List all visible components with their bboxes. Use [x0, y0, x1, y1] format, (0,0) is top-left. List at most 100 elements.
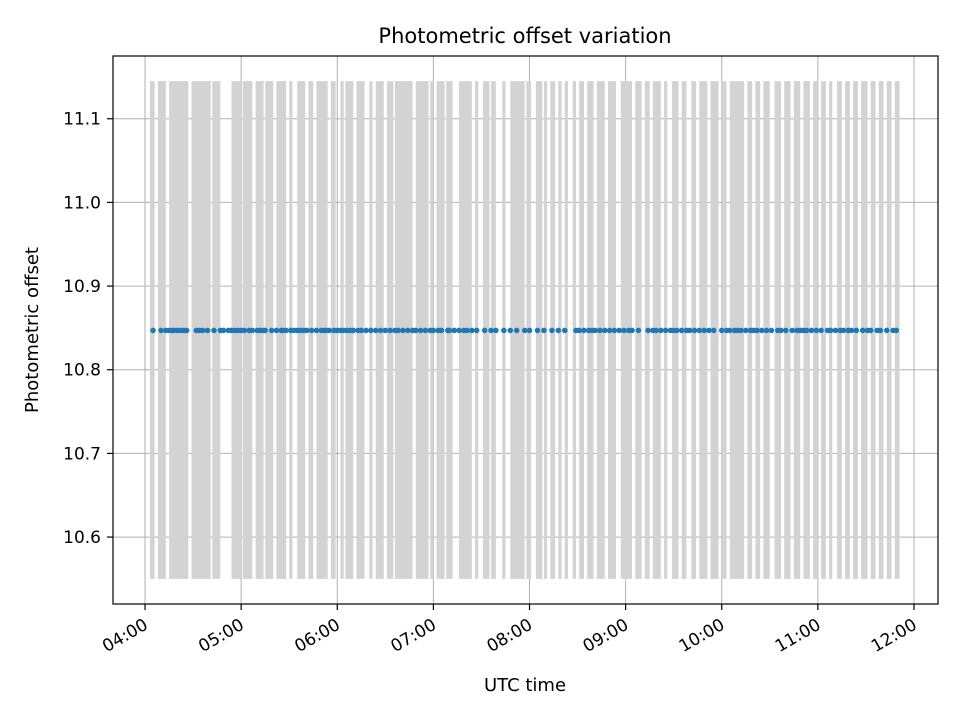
data-point	[853, 327, 860, 334]
data-point	[377, 327, 384, 334]
data-point	[859, 327, 866, 334]
chart-title: Photometric offset variation	[378, 24, 671, 48]
data-point	[726, 327, 733, 334]
data-point	[438, 327, 445, 334]
y-tick-label: 11.1	[63, 110, 101, 130]
y-tick-label: 10.9	[63, 277, 101, 297]
data-point	[513, 327, 520, 334]
data-point	[678, 327, 685, 334]
data-point	[350, 327, 357, 334]
y-tick-label: 11.0	[63, 193, 101, 213]
data-point	[686, 327, 693, 334]
y-tick-label: 10.8	[63, 361, 101, 381]
data-point	[199, 327, 206, 334]
data-point	[629, 327, 635, 334]
data-point	[555, 327, 562, 334]
data-point	[395, 327, 401, 334]
data-point	[387, 327, 393, 334]
data-point	[211, 327, 217, 334]
data-point	[404, 327, 411, 334]
data-point	[464, 327, 470, 334]
data-point	[358, 327, 365, 334]
data-point	[803, 327, 810, 334]
data-point	[304, 327, 310, 334]
data-point	[521, 327, 528, 334]
data-point	[249, 327, 256, 334]
data-point	[150, 327, 156, 334]
data-point	[204, 327, 211, 334]
data-point	[606, 327, 613, 334]
data-point	[662, 327, 669, 334]
data-point	[597, 327, 603, 334]
plot-frame	[112, 55, 939, 605]
y-axis-ticks: 10.6 10.7 10.8 10.9 11.0 11.1	[63, 110, 113, 548]
data-point	[268, 327, 275, 334]
data-point	[412, 327, 419, 334]
data-point	[313, 327, 320, 334]
data-point	[382, 327, 389, 334]
data-point	[308, 327, 315, 334]
data-point	[867, 327, 874, 334]
data-point	[469, 327, 475, 334]
data-point	[706, 327, 712, 334]
data-point	[363, 327, 369, 334]
data-points	[150, 327, 900, 334]
y-axis-label: Photometric offset	[22, 247, 43, 413]
data-point	[326, 327, 333, 334]
data-point	[742, 327, 749, 334]
data-point	[818, 327, 824, 334]
data-point	[611, 327, 618, 334]
data-point	[827, 327, 834, 334]
data-point	[848, 327, 855, 334]
data-point	[417, 327, 424, 334]
data-point	[488, 327, 494, 334]
data-point	[430, 327, 437, 334]
data-point	[758, 327, 765, 334]
data-point	[763, 327, 770, 334]
data-point	[674, 327, 680, 334]
data-point	[696, 327, 703, 334]
data-point	[422, 327, 429, 334]
data-point	[158, 327, 164, 334]
data-point	[592, 327, 598, 334]
data-point	[738, 327, 744, 334]
data-point	[561, 327, 568, 334]
data-point	[808, 327, 815, 334]
data-point	[754, 327, 760, 334]
data-point	[262, 327, 268, 334]
data-point	[473, 327, 480, 334]
data-point	[653, 327, 659, 334]
data-point	[768, 327, 775, 334]
data-point	[456, 327, 462, 334]
data-point	[534, 327, 541, 334]
data-point	[658, 327, 664, 334]
data-point	[283, 327, 289, 334]
data-point	[718, 327, 725, 334]
y-tick-label: 10.6	[63, 528, 101, 548]
data-point	[446, 327, 453, 334]
data-point	[635, 327, 642, 334]
data-point	[220, 327, 227, 334]
data-point	[783, 327, 789, 334]
x-axis-label: UTC time	[484, 675, 566, 696]
data-point	[451, 327, 458, 334]
data-point	[501, 327, 507, 334]
data-point	[883, 327, 890, 334]
data-point	[372, 327, 379, 334]
data-point	[645, 327, 651, 334]
data-point	[877, 327, 884, 334]
data-point	[493, 327, 499, 334]
data-point	[481, 327, 488, 334]
data-point	[778, 327, 784, 334]
data-point	[621, 327, 627, 334]
data-point	[541, 327, 547, 334]
data-point	[526, 327, 533, 334]
data-point	[549, 327, 555, 334]
data-point	[581, 327, 587, 334]
data-point	[893, 327, 900, 334]
data-point	[701, 327, 707, 334]
data-point	[368, 327, 374, 334]
data-point	[710, 327, 717, 334]
data-point	[183, 327, 190, 334]
